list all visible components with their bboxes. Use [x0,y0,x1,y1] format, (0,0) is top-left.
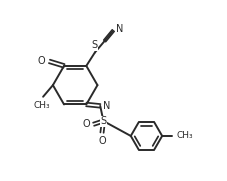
Text: S: S [92,40,98,50]
Text: O: O [38,56,45,66]
Text: N: N [116,24,123,34]
Text: CH₃: CH₃ [176,131,193,140]
Text: N: N [103,100,111,111]
Text: S: S [100,116,106,126]
Text: O: O [98,136,106,146]
Text: CH₃: CH₃ [33,101,50,110]
Text: O: O [82,119,90,129]
